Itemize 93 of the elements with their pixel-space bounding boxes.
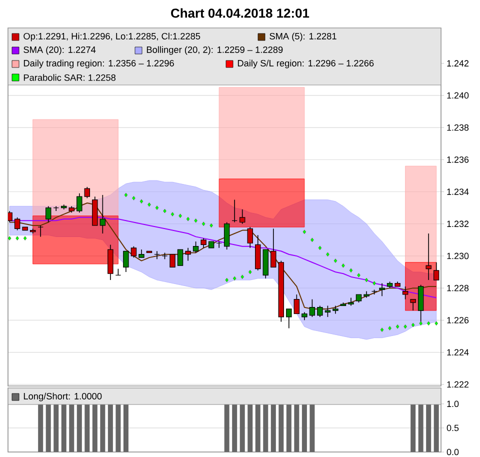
- point: [326, 252, 330, 256]
- candlestick: [294, 294, 300, 314]
- candlestick: [224, 222, 230, 250]
- y-tick-label: 1.236: [447, 156, 469, 163]
- legend-label: Daily S/L region: 1.2296 – 1.2266: [238, 60, 374, 68]
- candlestick: [324, 305, 331, 318]
- candlestick: [286, 308, 292, 329]
- y-tick-label: 1.222: [447, 381, 469, 388]
- point: [380, 328, 384, 332]
- y-tick-label: 1.230: [447, 252, 469, 260]
- y-tick-label: 1.234: [447, 188, 469, 195]
- legend-label: Bollinger (20, 2): 1.2259 – 1.2289: [146, 46, 283, 55]
- point: [396, 324, 400, 329]
- candlestick: [170, 254, 176, 268]
- point: [210, 223, 213, 228]
- candlestick: [216, 241, 222, 248]
- y-tick-label: 0.0: [446, 448, 459, 456]
- candlestick: [317, 305, 323, 318]
- candlestick: [45, 206, 52, 223]
- point: [132, 196, 136, 200]
- point: [163, 208, 166, 214]
- y-tick-label: 1.232: [447, 220, 469, 228]
- point: [155, 206, 159, 210]
- candlestick: [402, 286, 408, 300]
- point: [334, 258, 338, 263]
- candlestick: [53, 206, 59, 212]
- point: [318, 246, 322, 250]
- y-tick-label: 1.226: [447, 317, 469, 324]
- candlestick: [410, 298, 416, 311]
- point: [232, 276, 236, 281]
- legend-label: Parabolic SAR: 1.2258: [24, 74, 116, 81]
- candlestick: [100, 194, 106, 234]
- y-tick-label: 1.240: [447, 92, 469, 99]
- y-tick-label: 1.0: [447, 400, 459, 408]
- candlestick: [154, 250, 160, 260]
- point: [124, 192, 128, 198]
- point: [372, 281, 376, 286]
- candlestick: [247, 226, 253, 248]
- point: [364, 278, 368, 282]
- point: [186, 216, 190, 222]
- point: [434, 321, 438, 326]
- y-tick-label: 1.242: [447, 60, 469, 66]
- candlestick: [433, 262, 440, 280]
- legend-label: Op:1.2291, Hi:1.2296, Lo:1.2285, Cl:1.2285: [24, 32, 200, 42]
- point: [426, 321, 430, 326]
- point: [225, 278, 228, 282]
- candlestick: [426, 233, 432, 280]
- candlestick: [14, 217, 20, 231]
- point: [342, 263, 345, 268]
- legend-label: Daily trading region: 1.2356 – 1.2296: [24, 60, 174, 68]
- point: [310, 238, 314, 242]
- candlestick: [379, 282, 385, 296]
- point: [411, 322, 415, 328]
- candlestick: [185, 248, 191, 262]
- legend-label: Long/Short: 1.0000: [24, 392, 102, 402]
- point: [8, 236, 12, 240]
- candlestick: [239, 209, 246, 224]
- candlestick: [38, 225, 44, 238]
- point: [178, 214, 182, 218]
- candlestick: [309, 298, 316, 318]
- legend-label: SMA (20): 1.2274: [24, 46, 96, 55]
- candlestick: [123, 250, 129, 272]
- y-tick-label: 1.238: [447, 124, 469, 131]
- y-tick-label: 1.228: [447, 284, 469, 292]
- y-tick-label: 1.224: [447, 349, 469, 356]
- chart-title: Chart 04.04.2018 12:01: [171, 8, 310, 18]
- point: [202, 222, 206, 226]
- point: [140, 199, 144, 204]
- candlestick: [332, 305, 338, 314]
- y-tick-label: 0.5: [446, 424, 459, 432]
- candlestick: [130, 246, 137, 258]
- candlestick: [270, 228, 276, 268]
- point: [240, 274, 244, 279]
- legend-label: SMA (5): 1.2281: [270, 32, 336, 42]
- candlestick: [76, 192, 82, 214]
- point: [170, 212, 174, 216]
- point: [388, 326, 392, 330]
- point: [194, 218, 198, 223]
- point: [248, 270, 252, 274]
- point: [148, 202, 151, 207]
- point: [16, 236, 19, 240]
- candlestick: [8, 210, 12, 223]
- point: [23, 236, 27, 240]
- point: [419, 321, 422, 326]
- point: [349, 268, 353, 273]
- candlestick: [192, 241, 199, 254]
- candlestick: [232, 199, 238, 223]
- candlestick: [177, 249, 184, 266]
- point: [404, 324, 407, 329]
- candlestick: [200, 238, 206, 248]
- candlestick: [84, 186, 90, 199]
- point: [302, 230, 306, 234]
- point: [357, 273, 360, 278]
